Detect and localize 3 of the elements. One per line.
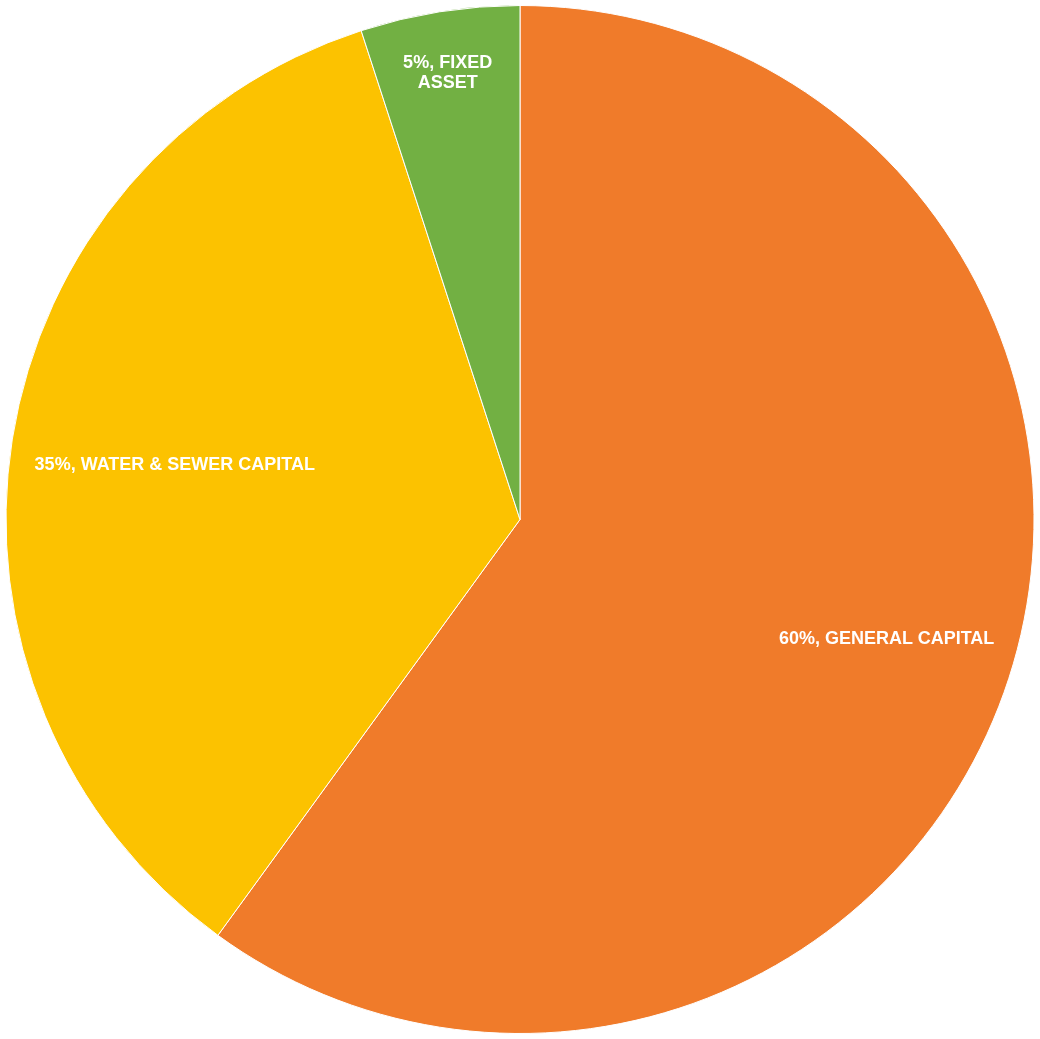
slice-label: 5%, FIXED ASSET	[403, 51, 493, 92]
slice-label: 35%, WATER & SEWER CAPITAL	[34, 453, 315, 474]
slice-label: 60%, GENERAL CAPITAL	[778, 627, 995, 648]
